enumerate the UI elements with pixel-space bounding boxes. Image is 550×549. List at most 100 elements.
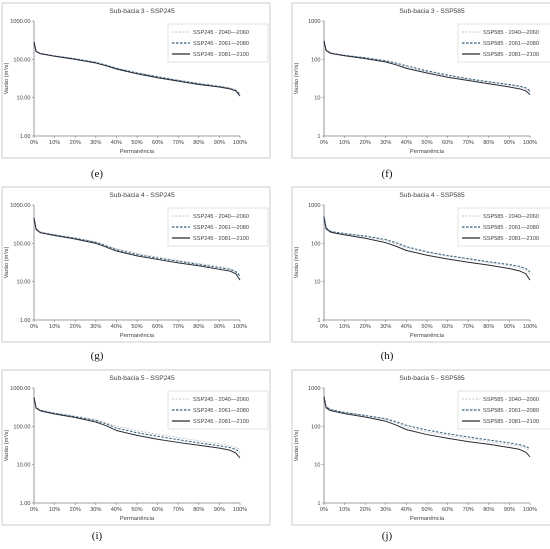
y-tick-label: 1000.00 [10,203,30,209]
series-line-3 [33,218,241,281]
x-tick-label: 70% [173,324,184,330]
x-tick-label: 60% [442,140,453,146]
x-tick-label: 10% [339,507,350,513]
x-tick-label: 0% [320,324,328,330]
legend-box [457,390,550,430]
x-tick-label: 80% [483,324,494,330]
x-tick-label: 10% [49,507,60,513]
panel-caption: (f) [381,168,393,180]
y-axis-label: Vazão (m³/s) [294,247,300,279]
x-tick-label: 70% [463,140,474,146]
chart-title: Sub-bacia 4 - SSP585 [399,192,465,199]
x-tick-label: 40% [401,140,412,146]
y-axis-label: Vazão (m³/s) [4,63,10,95]
x-tick-label: 10% [339,324,350,330]
x-axis-label: Permanência [120,149,155,155]
y-tick-label: 100 [311,57,320,63]
x-tick-label: 10% [49,140,60,146]
x-tick-label: 50% [421,140,432,146]
chart-panel: Sub-bacia 4 - SSP585 1 10 100 1000 0% 10% 20% 30… [290,184,550,366]
series-line-3 [323,40,531,96]
x-tick-label: 50% [421,507,432,513]
legend-entry: SSP585 - 2040—2060 [483,214,539,220]
y-tick-label: 1000 [308,203,320,209]
x-tick-label: 0% [30,140,38,146]
legend-entry: SSP245 - 2040—2060 [193,397,249,403]
x-tick-label: 40% [111,507,122,513]
y-tick-label: 100 [311,424,320,430]
x-tick-label: 0% [30,324,38,330]
x-tick-label: 20% [70,324,81,330]
legend-entry: SSP245 - 2040—2060 [193,214,249,220]
series-line-2 [323,396,531,450]
x-tick-label: 50% [131,507,142,513]
x-tick-label: 80% [483,507,494,513]
legend-entry: SSP585 - 2061—2080 [483,41,539,47]
y-tick-label: 1.00 [20,501,31,507]
y-axis-label: Vazão (m³/s) [294,430,300,462]
chart-title: Sub-bacia 5 - SSP245 [109,375,175,382]
x-tick-label: 30% [380,507,391,513]
x-tick-label: 20% [70,507,81,513]
x-tick-label: 70% [463,507,474,513]
x-tick-label: 90% [504,324,515,330]
chart-svg: Sub-bacia 3 - SSP245 1.00 10.00 100.00 1000.… [1,2,271,159]
x-tick-label: 90% [214,507,225,513]
x-tick-label: 100% [233,140,247,146]
x-tick-label: 40% [401,507,412,513]
y-tick-label: 1.00 [20,318,31,324]
y-tick-label: 10.00 [17,463,31,469]
y-tick-label: 1000 [308,386,320,392]
chart-svg: Sub-bacia 5 - SSP245 1.00 10.00 100.00 1000.… [1,369,271,526]
x-tick-label: 30% [380,324,391,330]
x-tick-label: 10% [49,324,60,330]
x-axis-label: Permanência [410,333,445,339]
y-tick-label: 1 [317,134,320,140]
series-line-3 [323,397,531,458]
y-tick-label: 100.00 [13,57,30,63]
series-line-3 [33,397,241,459]
x-tick-label: 60% [152,140,163,146]
x-tick-label: 60% [152,507,163,513]
chart-svg: Sub-bacia 4 - SSP585 1 10 100 1000 0% 10% 20% 30… [291,186,550,343]
x-tick-label: 50% [131,324,142,330]
legend-entry: SSP245 - 2081—2100 [193,236,249,242]
y-tick-label: 10 [314,280,320,286]
x-tick-label: 100% [523,140,537,146]
x-tick-label: 0% [30,507,38,513]
y-tick-label: 100.00 [13,424,30,430]
chart-panel: Sub-bacia 3 - SSP245 1.00 10.00 100.00 1000.… [0,0,275,182]
x-tick-label: 90% [504,140,515,146]
x-tick-label: 20% [360,324,371,330]
x-axis-label: Permanência [120,516,155,522]
y-axis-label: Vazão (m³/s) [294,63,300,95]
panel-caption: (h) [380,350,394,362]
x-tick-label: 100% [523,324,537,330]
series-line-1 [323,215,531,275]
x-tick-label: 60% [442,324,453,330]
x-tick-label: 70% [463,324,474,330]
x-tick-label: 0% [320,140,328,146]
x-tick-label: 20% [360,140,371,146]
legend-entry: SSP585 - 2040—2060 [483,30,539,36]
panel-caption: (i) [91,530,103,542]
series-line-3 [323,217,531,281]
chart-svg: Sub-bacia 5 - SSP585 1 10 100 1000 0% 10% 20% 30… [291,369,550,526]
chart-title: Sub-bacia 3 - SSP585 [399,8,465,15]
series-line-3 [33,42,241,97]
legend-entry: SSP585 - 2040—2060 [483,397,539,403]
x-tick-label: 20% [360,507,371,513]
y-axis-label: Vazão (m³/s) [4,430,10,462]
x-tick-label: 90% [504,507,515,513]
x-tick-label: 50% [131,140,142,146]
x-axis-label: Permanência [410,516,445,522]
x-tick-label: 30% [90,507,101,513]
x-tick-label: 80% [193,324,204,330]
x-tick-label: 30% [380,140,391,146]
y-tick-label: 100 [311,241,320,247]
legend-box [457,207,550,247]
legend-entry: SSP585 - 2081—2100 [483,419,539,425]
x-tick-label: 90% [214,140,225,146]
legend-entry: SSP585 - 2081—2100 [483,52,539,58]
chart-title: Sub-bacia 5 - SSP585 [399,375,465,382]
